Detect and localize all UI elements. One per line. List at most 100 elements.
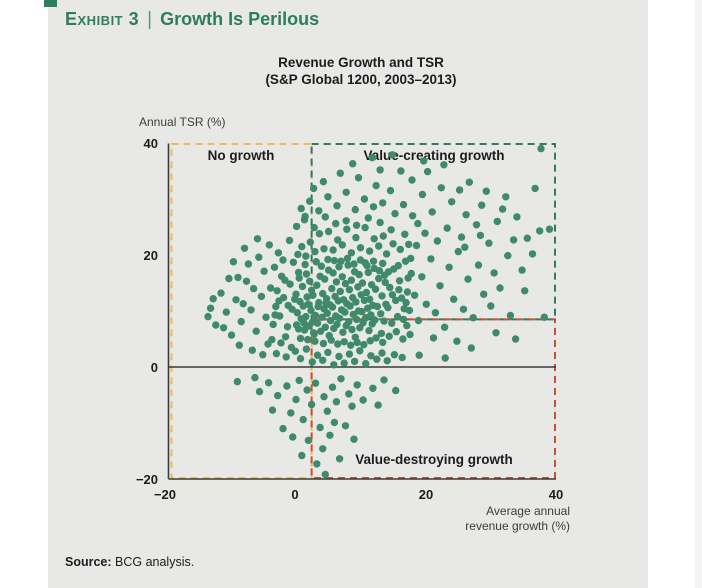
data-point [320,393,328,401]
data-point [343,254,352,263]
data-point [314,302,322,311]
data-point [403,288,412,296]
data-point [335,263,343,271]
data-point [313,351,322,359]
chart-title: Revenue Growth and TSR [278,55,444,70]
x-tick-0: 0 [291,487,299,502]
data-point [482,187,490,195]
data-point [262,313,270,321]
data-point [341,279,350,288]
data-point [349,160,357,168]
data-point [474,261,483,269]
data-point [269,320,277,329]
data-point [336,169,344,177]
data-point [304,436,313,445]
data-point [352,298,360,306]
data-point [436,282,444,290]
data-point [376,166,384,174]
data-point [371,316,379,324]
data-point [513,213,521,221]
data-point [368,153,376,162]
data-point [461,243,469,251]
data-point [443,224,451,232]
data-point [255,387,264,396]
source-text: BCG analysis. [111,555,195,569]
exhibit-panel-background [48,0,648,588]
data-point [279,256,287,264]
data-point [265,241,273,249]
data-point [448,198,456,206]
data-point [392,296,400,305]
data-point [329,269,337,277]
data-point [317,262,326,270]
x-axis-label-line1: Average annual [486,504,570,518]
data-point [304,300,313,308]
data-point [399,315,408,324]
data-point [257,292,266,301]
data-point [433,237,442,245]
data-point [540,313,548,321]
data-point [337,257,345,265]
data-point [301,212,309,221]
source-line: Source: BCG analysis. [65,555,194,569]
data-point [506,311,515,320]
data-point [298,451,306,460]
data-point [319,289,327,298]
data-point [322,299,330,307]
data-point [423,167,432,176]
data-point [394,261,402,270]
data-point [353,338,361,347]
data-point [259,351,267,359]
data-point [319,356,327,364]
data-point [360,340,368,349]
data-point [376,218,384,227]
data-point [373,355,381,363]
data-point [364,214,372,222]
data-point [502,193,510,201]
data-point [391,209,399,218]
data-point [367,311,375,319]
data-point [361,223,369,232]
data-point [292,222,301,231]
data-point [393,312,402,321]
data-point [330,361,338,369]
data-point [285,236,294,245]
value-destroying-box [310,318,556,479]
data-point [511,335,520,343]
data-point [217,289,225,297]
data-point [384,303,392,312]
data-point [327,336,335,344]
data-point [496,284,504,292]
data-point [356,256,365,264]
data-point [358,279,367,287]
data-point [347,249,356,257]
quadrant-label-no-growth: No growth [207,148,275,163]
data-point [326,316,335,325]
data-point [328,284,336,293]
data-point [405,240,413,249]
data-point [342,217,350,225]
y-tick-20: 20 [143,248,158,263]
data-point [335,314,344,322]
data-point [406,330,414,339]
data-point [296,354,305,363]
data-point [348,325,356,334]
data-point [272,349,281,358]
data-point [281,276,289,284]
data-point [294,268,303,277]
data-point [407,254,415,263]
data-point [333,202,341,210]
data-point [454,247,462,256]
data-point [328,383,337,391]
data-point [352,315,361,324]
data-point [521,287,529,295]
data-point [345,390,353,398]
data-point [264,340,272,348]
data-point [247,306,255,314]
data-point [255,253,263,261]
data-point [392,386,400,395]
data-point [321,323,329,331]
quadrant-label-value-creating: Value-creating growth [363,148,505,163]
data-point [320,245,328,253]
data-point [313,281,321,289]
